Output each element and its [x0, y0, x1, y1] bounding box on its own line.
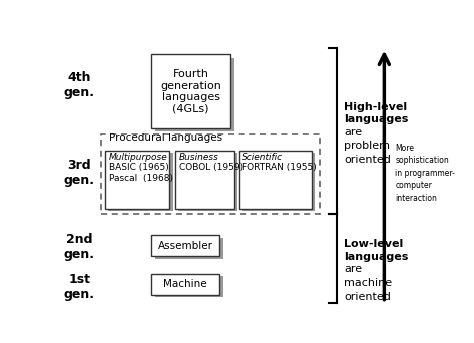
Text: Procedural languages: Procedural languages — [109, 133, 222, 143]
FancyBboxPatch shape — [155, 276, 223, 297]
Text: BASIC (1965): BASIC (1965) — [109, 163, 169, 173]
Text: 2nd
gen.: 2nd gen. — [64, 233, 95, 261]
FancyBboxPatch shape — [178, 153, 237, 211]
FancyBboxPatch shape — [151, 54, 230, 128]
FancyBboxPatch shape — [109, 153, 173, 211]
Text: are
machine
oriented: are machine oriented — [344, 264, 392, 302]
Text: More
sophistication
in programmer-
computer
interaction: More sophistication in programmer- compu… — [395, 144, 455, 203]
Text: Machine: Machine — [163, 279, 207, 289]
FancyBboxPatch shape — [175, 151, 234, 209]
Text: Low-level
languages: Low-level languages — [344, 239, 408, 262]
Text: FORTRAN (1955): FORTRAN (1955) — [242, 163, 317, 173]
FancyBboxPatch shape — [155, 238, 223, 259]
FancyBboxPatch shape — [242, 153, 315, 211]
Text: 1st
gen.: 1st gen. — [64, 273, 95, 301]
Text: Assembler: Assembler — [157, 241, 212, 251]
FancyBboxPatch shape — [155, 58, 235, 131]
Text: High-level
languages: High-level languages — [344, 102, 408, 125]
Text: Fourth
generation
languages
(4GLs): Fourth generation languages (4GLs) — [160, 69, 221, 114]
Text: Scientific: Scientific — [242, 153, 283, 162]
Text: 4th
gen.: 4th gen. — [64, 71, 95, 99]
FancyBboxPatch shape — [151, 274, 219, 295]
Text: Business: Business — [179, 153, 219, 162]
Text: Multipurpose: Multipurpose — [109, 153, 168, 162]
FancyBboxPatch shape — [238, 151, 312, 209]
Text: COBOL (1959): COBOL (1959) — [179, 163, 243, 173]
FancyBboxPatch shape — [151, 235, 219, 257]
Text: 3rd
gen.: 3rd gen. — [64, 159, 95, 187]
FancyBboxPatch shape — [105, 151, 169, 209]
Text: are
problem
oriented: are problem oriented — [344, 127, 391, 165]
Text: Pascal  (1968): Pascal (1968) — [109, 174, 173, 183]
